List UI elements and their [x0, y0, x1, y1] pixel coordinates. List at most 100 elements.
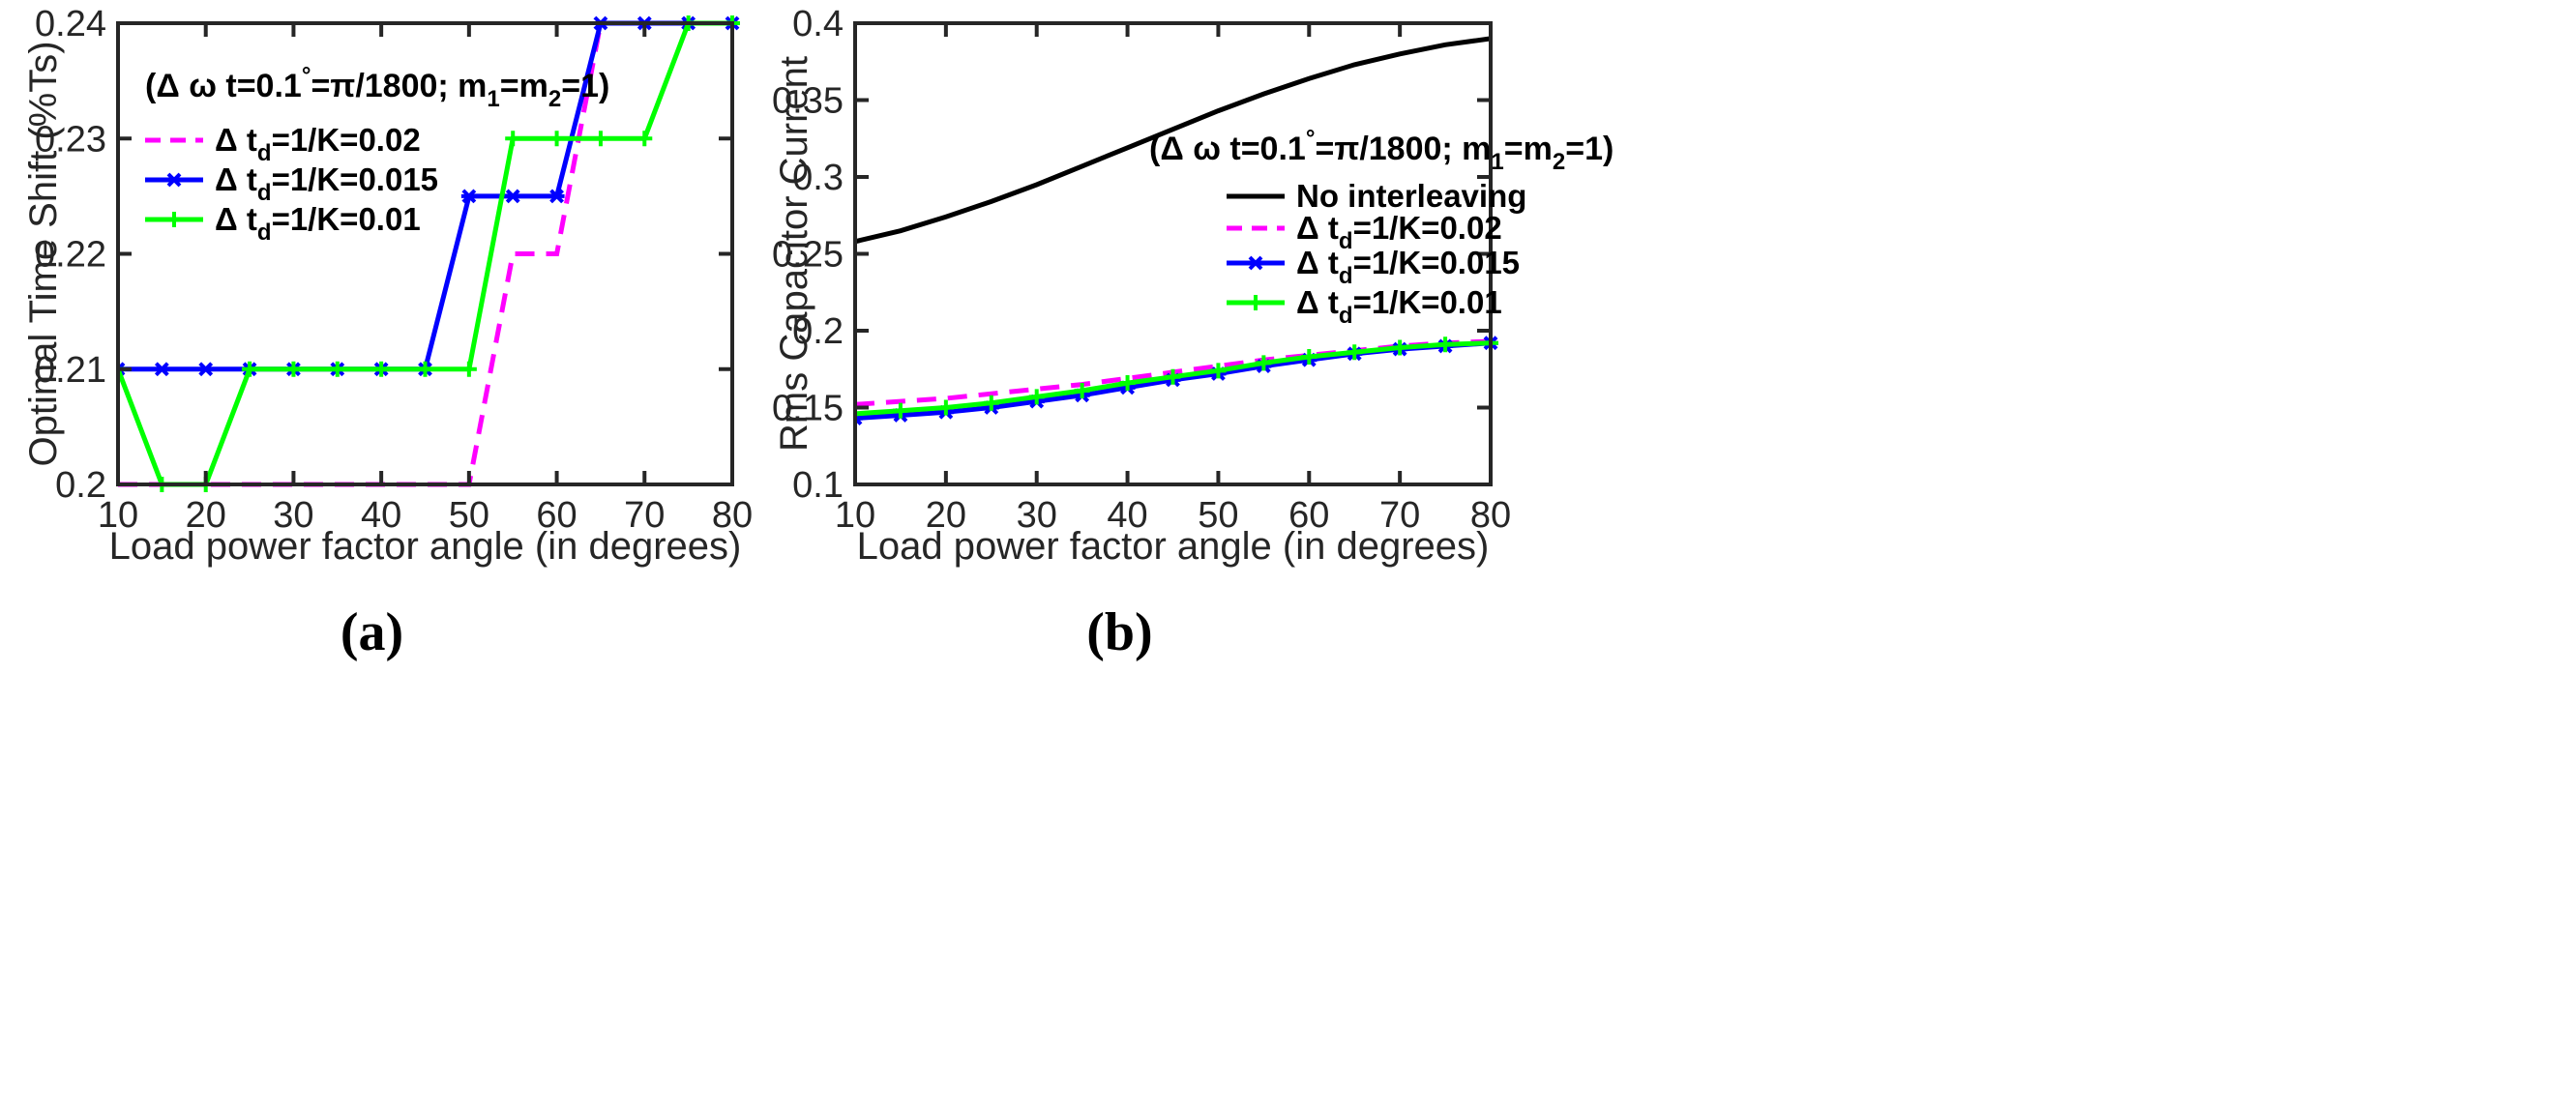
- panel-label: (b): [1086, 602, 1152, 662]
- legend-label-subscript: d: [257, 219, 272, 246]
- x-tick-label: 10: [835, 495, 875, 536]
- legend-title-part: =m: [1504, 131, 1553, 167]
- legend-title-subscript: 1: [1491, 149, 1503, 175]
- legend-label: Δ td=1/K=0.01: [1296, 284, 1502, 329]
- y-tick-label: 0.15: [772, 389, 844, 429]
- x-tick-label: 80: [712, 495, 753, 536]
- legend-entry-1: Δ td=1/K=0.02: [145, 122, 421, 166]
- legend-label-main: Δ t: [215, 122, 257, 158]
- plus-marker: [460, 361, 477, 377]
- series-4-marker-6: [1074, 383, 1090, 399]
- plus-marker: [1301, 349, 1318, 366]
- star-marker: [505, 189, 521, 204]
- plus-marker: [242, 361, 258, 377]
- series-3-marker-4: [242, 361, 258, 377]
- legend-label: Δ td=1/K=0.02: [1296, 210, 1502, 254]
- legend-entry-4: Δ td=1/K=0.01: [1227, 284, 1502, 329]
- legend-label-subscript: d: [1339, 228, 1353, 254]
- series-4-marker-9: [1210, 363, 1227, 379]
- legend-title-part: (Δ ω t=0.1: [145, 68, 302, 104]
- y-tick-label: 0.2: [792, 311, 844, 352]
- legend-label-subscript: d: [1339, 263, 1353, 289]
- legend-entry-1: No interleaving: [1227, 178, 1526, 214]
- series-3-marker-9: [460, 361, 477, 377]
- series-4-marker-8: [1165, 368, 1181, 385]
- legend-label-rest: =1/K=0.01: [272, 201, 421, 237]
- legend-label-rest: =1/K=0.02: [1353, 210, 1502, 246]
- x-tick-label: 20: [926, 495, 966, 536]
- legend-title-part: =1): [1565, 131, 1614, 167]
- series-4-marker-11: [1301, 349, 1318, 366]
- y-tick-label: 0.3: [792, 158, 844, 198]
- legend-label-main: Δ t: [215, 161, 257, 197]
- legend-label-subscript: d: [1339, 303, 1353, 329]
- y-tick-label: 0.4: [792, 4, 844, 44]
- series-line-1: [854, 36, 1492, 245]
- plus-marker: [937, 399, 954, 416]
- plus-marker: [1119, 375, 1136, 392]
- legend-title-part: =π/1800; m: [1315, 131, 1491, 167]
- series-4-marker-4: [983, 395, 999, 411]
- legend-entry-2: Δ td=1/K=0.02: [1227, 210, 1502, 254]
- plus-marker: [592, 131, 608, 147]
- plus-marker: [983, 395, 999, 411]
- series-4-marker-3: [937, 399, 954, 416]
- legend-title-degree: °: [302, 63, 311, 89]
- legend-label-main: Δ t: [215, 201, 257, 237]
- chart-panel-b: 10 20 30 40 50 60 70 80 0.1 0.15 0.2 0.25 0.3 0.35 0.4…: [772, 4, 1614, 662]
- x-tick-label: 70: [624, 495, 665, 536]
- legend-title: (Δ ω t=0.1°=π/1800; m1=m2=1): [1149, 126, 1614, 175]
- x-axis-label: Load power factor angle (in degrees): [109, 525, 742, 568]
- x-tick-label: 60: [536, 495, 577, 536]
- plus-marker: [1256, 355, 1272, 371]
- legend-plus-marker: [1248, 295, 1263, 310]
- legend-label-subscript: d: [257, 140, 272, 166]
- legend-title-part: (Δ ω t=0.1: [1149, 131, 1306, 167]
- legend-title-degree: °: [1306, 126, 1316, 152]
- x-tick-label: 60: [1288, 495, 1329, 536]
- series-3-marker-13: [637, 131, 653, 147]
- y-tick-label: 0.25: [772, 235, 844, 276]
- plus-marker: [1165, 368, 1181, 385]
- legend-label: Δ td=1/K=0.01: [215, 201, 421, 246]
- x-tick-label: 40: [361, 495, 401, 536]
- panel-label: (a): [341, 602, 403, 662]
- legend-label-main: Δ t: [1296, 245, 1339, 280]
- series-3-marker-5: [285, 361, 302, 377]
- series-4-marker-10: [1256, 355, 1272, 371]
- legend-label-subscript: d: [257, 180, 272, 206]
- legend-label-rest: =1/K=0.015: [1353, 245, 1520, 280]
- series-2-marker-10: [505, 189, 521, 204]
- x-axis-label: Load power factor angle (in degrees): [857, 525, 1490, 568]
- y-tick-label: 0.24: [35, 4, 106, 44]
- legend-title-part: =m: [500, 68, 548, 104]
- legend-title: (Δ ω t=0.1°=π/1800; m1=m2=1): [145, 63, 609, 112]
- x-tick-label: 40: [1107, 495, 1147, 536]
- plus-marker: [548, 131, 565, 147]
- plus-marker: [1437, 337, 1454, 353]
- plot-area: [118, 23, 732, 484]
- x-tick-label: 70: [1379, 495, 1420, 536]
- legend-label-rest: =1/K=0.02: [272, 122, 421, 158]
- x-tick-label: 10: [98, 495, 138, 536]
- legend-plus-marker: [166, 212, 182, 227]
- series-4-marker-13: [1392, 339, 1408, 356]
- series-3-marker-6: [329, 361, 345, 377]
- plus-marker: [373, 361, 390, 377]
- series-2-marker-3: [197, 362, 214, 377]
- plus-marker: [1347, 344, 1363, 361]
- legend-label: Δ td=1/K=0.02: [215, 122, 421, 166]
- series-3-marker-12: [592, 131, 608, 147]
- series-group: [853, 36, 1498, 426]
- x-tick-label: 30: [1017, 495, 1057, 536]
- x-tick-label: 80: [1470, 495, 1511, 536]
- legend-title-subscript: 1: [487, 86, 499, 112]
- legend-label-main: Δ t: [1296, 210, 1339, 246]
- series-3-marker-11: [548, 131, 565, 147]
- series-4-marker-7: [1119, 375, 1136, 392]
- plus-marker: [505, 131, 521, 147]
- plus-marker: [1028, 389, 1045, 405]
- plus-marker: [637, 131, 653, 147]
- plus-marker: [1210, 363, 1227, 379]
